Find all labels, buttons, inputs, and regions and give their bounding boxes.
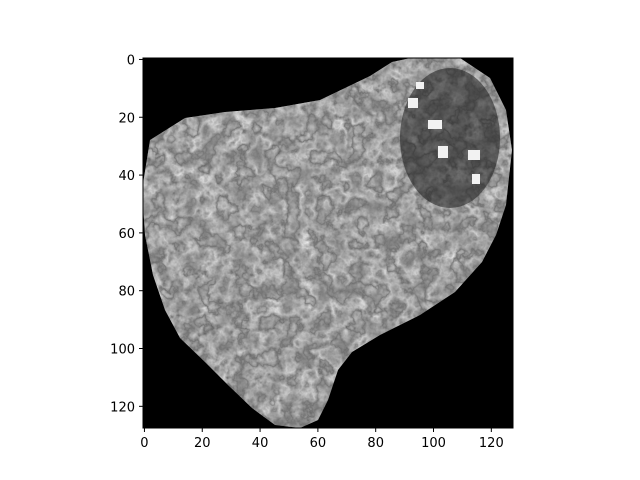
- y-tick-label: 60: [118, 227, 135, 242]
- x-axis: 0 20 40 60 80 100 120: [140, 428, 504, 451]
- x-tick-label: 40: [252, 436, 269, 451]
- y-tick-label: 80: [118, 285, 135, 300]
- y-tick-label: 40: [118, 169, 135, 184]
- x-tick-label: 0: [140, 436, 148, 451]
- x-tick-label: 80: [367, 436, 384, 451]
- x-tick-label: 60: [310, 436, 327, 451]
- y-tick-label: 100: [110, 343, 135, 358]
- y-axis: 0 20 40 60 80 100 120: [110, 53, 143, 415]
- x-tick-label: 20: [194, 436, 211, 451]
- y-tick-label: 20: [118, 111, 135, 126]
- image-dark-lobe: [400, 68, 500, 208]
- image-bright-spots: [408, 82, 480, 184]
- y-tick-label: 120: [110, 400, 135, 415]
- y-tick-label: 0: [127, 53, 135, 68]
- x-tick-label: 100: [421, 436, 446, 451]
- axes-frame: [142, 57, 514, 429]
- x-tick-label: 120: [479, 436, 504, 451]
